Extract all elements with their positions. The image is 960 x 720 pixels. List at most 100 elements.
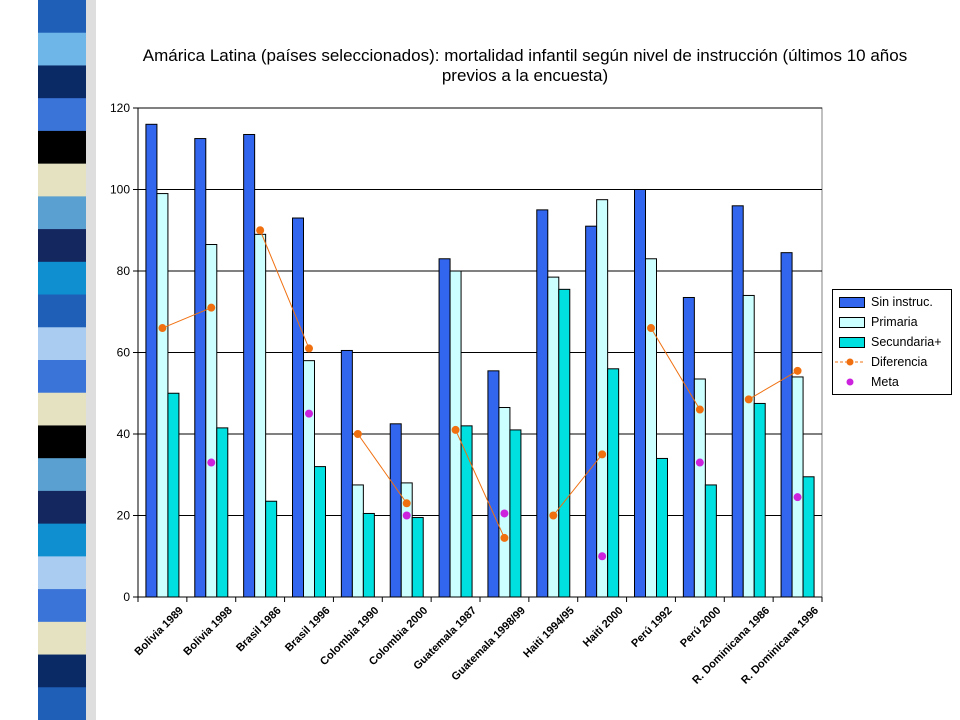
bar-secundaria	[362, 512, 375, 598]
diferencia-line-segment	[455, 429, 505, 539]
chart-legend: Sin instruc. Primaria Secundaria+ Difere…	[832, 289, 952, 395]
bar-primaria	[742, 294, 755, 598]
legend-item-meta: Meta	[833, 372, 951, 392]
stripe-block	[38, 654, 86, 688]
bar-sin-instruc	[487, 370, 500, 598]
bar-sin-instruc	[585, 225, 598, 598]
diferencia-point	[158, 324, 167, 333]
stripe-block	[38, 294, 86, 328]
bar-secundaria	[411, 517, 424, 598]
diferencia-point	[695, 405, 704, 414]
stripe-block	[38, 621, 86, 656]
legend-label-meta: Meta	[871, 375, 899, 389]
bar-sin-instruc	[682, 296, 695, 598]
stripe-block	[38, 98, 86, 132]
bar-primaria	[156, 193, 169, 598]
x-category-label: Bolivia 1998	[181, 605, 234, 658]
stripe-block	[38, 589, 86, 623]
legend-swatch-meta	[833, 372, 867, 392]
diferencia-point	[647, 324, 655, 333]
stripe-block	[38, 523, 86, 557]
legend-item-diferencia: Diferencia	[833, 352, 951, 372]
x-category-label: Bolivia 1989	[133, 605, 186, 658]
bar-sin-instruc	[145, 123, 158, 598]
diferencia-point	[402, 499, 411, 508]
legend-swatch-diferencia	[833, 352, 867, 372]
y-tick-label: 20	[117, 509, 131, 523]
stripe-block	[38, 130, 86, 165]
bar-secundaria	[558, 288, 571, 598]
y-tick-label: 60	[117, 346, 131, 360]
stripe-shadow	[86, 0, 96, 720]
x-category-label: Haiti 1994/95	[521, 605, 577, 661]
bar-secundaria	[460, 425, 473, 598]
x-category-label: Perú 2000	[678, 605, 723, 650]
y-tick-label: 40	[117, 427, 131, 441]
stripe-block	[38, 392, 86, 426]
bar-secundaria	[216, 427, 229, 598]
diferencia-line-segment	[259, 230, 310, 349]
chart-title: Amárica Latina (países seleccionados): m…	[142, 46, 908, 85]
stripe-block	[38, 261, 86, 296]
diferencia-point	[744, 395, 753, 404]
legend-swatch-primaria	[833, 312, 867, 332]
meta-point	[500, 509, 509, 518]
bar-primaria	[449, 270, 462, 598]
diferencia-line-segment	[552, 454, 603, 516]
stripe-block	[38, 425, 86, 459]
diferencia-point	[793, 366, 802, 375]
bar-primaria	[596, 199, 609, 598]
bar-primaria	[303, 360, 315, 598]
diferencia-point	[207, 303, 216, 312]
stripe-block	[38, 65, 86, 99]
y-tick-label: 0	[123, 590, 130, 604]
bar-sin-instruc	[536, 209, 549, 598]
bar-primaria	[351, 484, 364, 598]
legend-item-secundaria: Secundaria+	[833, 332, 951, 352]
bar-sin-instruc	[243, 133, 256, 598]
x-category-label: Haiti 2000	[581, 605, 626, 650]
bar-primaria	[791, 376, 804, 598]
meta-point	[695, 458, 704, 467]
diferencia-point	[500, 533, 509, 542]
bar-secundaria	[607, 368, 620, 598]
y-tick-label: 120	[110, 101, 130, 115]
legend-label-sin-instruc: Sin instruc.	[871, 295, 933, 309]
legend-swatch-secundaria	[833, 332, 867, 352]
legend-item-primaria: Primaria	[833, 312, 951, 332]
meta-point	[305, 409, 313, 418]
bar-sin-instruc	[438, 258, 451, 598]
x-category-label: Brasil 1986	[234, 605, 284, 655]
bar-secundaria	[509, 429, 522, 598]
stripe-block	[38, 556, 86, 590]
decorative-stripe-border	[38, 0, 96, 720]
bar-secundaria	[167, 392, 180, 598]
bar-secundaria	[704, 484, 717, 598]
diferencia-point	[598, 450, 607, 459]
bar-sin-instruc	[292, 217, 304, 598]
x-category-label: Perú 1992	[629, 605, 674, 650]
stripe-block	[38, 360, 86, 394]
legend-label-diferencia: Diferencia	[871, 355, 928, 369]
bar-sin-instruc	[731, 205, 744, 598]
stripe-block	[38, 196, 86, 230]
diferencia-line-segment	[357, 433, 408, 504]
diferencia-point	[451, 425, 460, 434]
legend-item-sin-instruc: Sin instruc.	[833, 292, 951, 312]
bar-primaria	[547, 276, 560, 598]
stripe-block	[38, 327, 86, 361]
bar-sin-instruc	[194, 138, 207, 598]
meta-point	[207, 458, 216, 467]
bar-sin-instruc	[780, 252, 793, 598]
legend-swatch-sin-instruc	[833, 292, 867, 312]
diferencia-line-segment	[748, 370, 798, 400]
legend-label-primaria: Primaria	[871, 315, 918, 329]
meta-point	[793, 493, 802, 502]
bar-primaria	[498, 407, 511, 598]
stripe-block	[38, 0, 86, 34]
y-tick-label: 80	[117, 264, 131, 278]
stripe-block	[38, 490, 86, 525]
bar-sin-instruc	[389, 423, 402, 598]
stripe-block	[38, 163, 86, 197]
